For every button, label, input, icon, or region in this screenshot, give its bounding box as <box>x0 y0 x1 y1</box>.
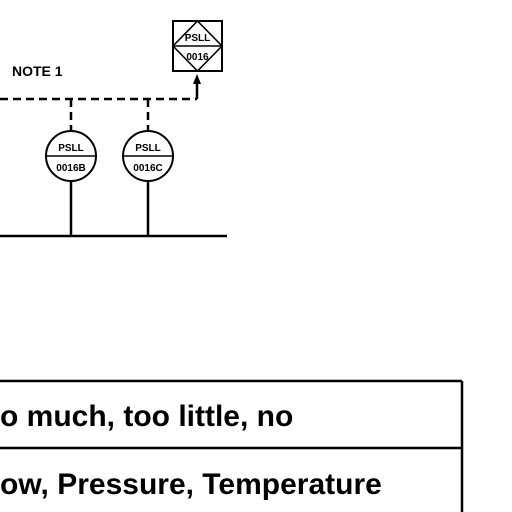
instrument-psll-0016: PSLL 0016 <box>171 19 224 73</box>
signal-line <box>0 97 197 131</box>
instrument-tag-bottom: 0016 <box>186 52 209 63</box>
instrument-tag-top: PSLL <box>135 143 161 154</box>
instrument-tag-top: PSLL <box>185 33 211 44</box>
table-row: ow, Pressure, Temperature <box>0 468 382 501</box>
signal-arrow-icon <box>193 74 201 84</box>
instrument-tag-top: PSLL <box>58 143 84 154</box>
table-row: o much, too little, no <box>0 400 293 433</box>
note-label: NOTE 1 <box>12 63 63 79</box>
guideword-table: o much, too little, no ow, Pressure, Tem… <box>0 379 464 512</box>
instrument-psll-0016c: PSLL 0016C <box>122 130 174 236</box>
instrument-tag-bottom: 0016C <box>133 163 162 174</box>
instrument-tag-bottom: 0016B <box>56 163 85 174</box>
instrument-psll-0016b: PSLL 0016B <box>45 130 97 236</box>
